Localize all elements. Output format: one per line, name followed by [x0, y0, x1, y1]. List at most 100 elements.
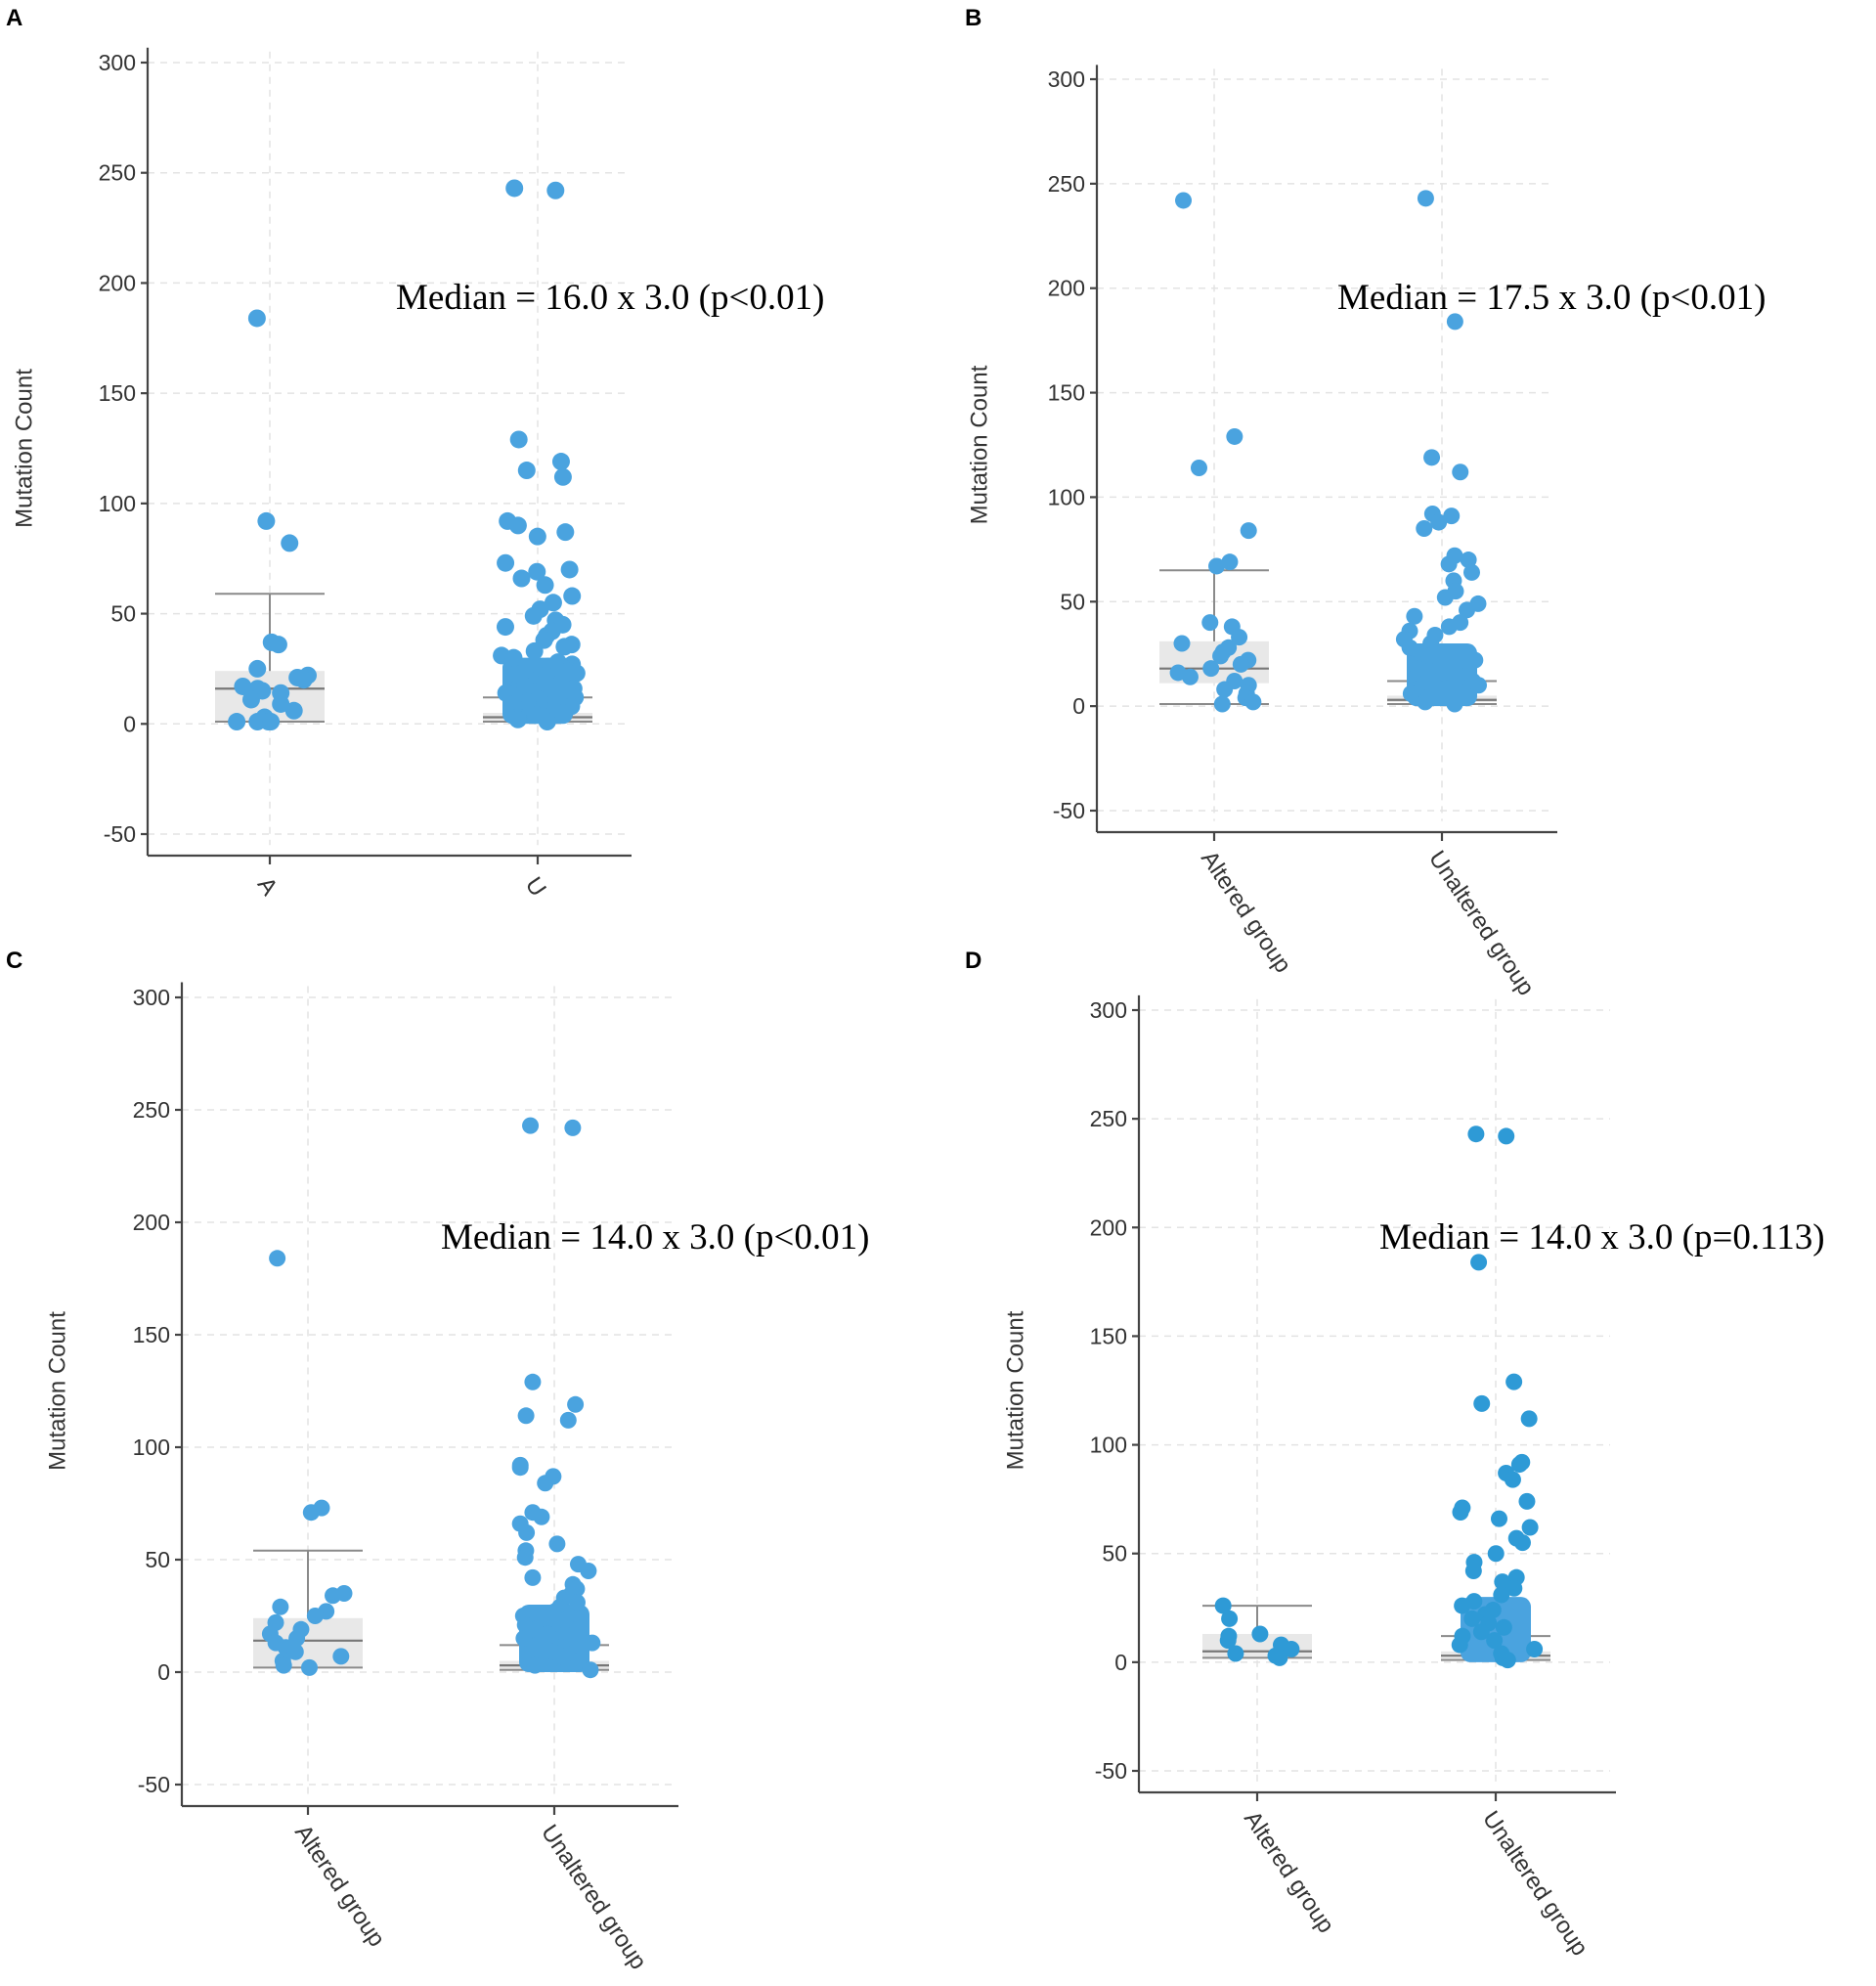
- data-point: [525, 641, 544, 660]
- panel-label: B: [965, 5, 982, 31]
- data-point: [556, 523, 575, 542]
- data-point: [1490, 1510, 1507, 1527]
- data-point: [1499, 1652, 1516, 1669]
- data-point: [552, 1648, 570, 1665]
- data-point: [1473, 1394, 1491, 1412]
- data-point: [1420, 647, 1438, 665]
- y-tick-label: 50: [110, 601, 136, 627]
- x-category-label: Unaltered group: [1477, 1806, 1593, 1961]
- data-point: [1430, 513, 1448, 531]
- data-point: [1232, 655, 1249, 673]
- data-point: [497, 553, 515, 572]
- data-point: [1460, 552, 1477, 569]
- data-point: [1283, 1641, 1300, 1658]
- data-point: [1466, 651, 1484, 669]
- data-point: [1434, 664, 1452, 682]
- data-point: [1423, 449, 1441, 466]
- data-point: [496, 618, 514, 637]
- data-point: [306, 1608, 324, 1624]
- y-tick-label: 150: [133, 1322, 170, 1347]
- data-point: [1526, 1641, 1544, 1658]
- data-point: [518, 1523, 536, 1541]
- y-tick-label: 200: [99, 270, 136, 295]
- y-tick-label: -50: [138, 1772, 170, 1797]
- y-tick-label: -50: [1095, 1758, 1127, 1784]
- data-point: [1440, 555, 1458, 573]
- data-point: [555, 638, 574, 656]
- data-point: [1472, 1623, 1490, 1641]
- data-point: [1440, 618, 1458, 636]
- data-point: [546, 181, 565, 199]
- data-point: [248, 713, 267, 731]
- data-point: [257, 511, 276, 530]
- data-point: [528, 562, 546, 581]
- y-tick-label: 300: [99, 50, 136, 75]
- data-point: [1227, 1645, 1244, 1662]
- data-point: [1520, 1410, 1538, 1428]
- y-axis-title: Mutation Count: [966, 365, 992, 524]
- data-point: [582, 1661, 599, 1679]
- data-point: [269, 636, 287, 654]
- data-point: [1214, 1597, 1232, 1614]
- data-point: [524, 606, 543, 625]
- data-point: [522, 1117, 540, 1134]
- x-category-label: Altered group: [1239, 1806, 1339, 1938]
- data-point: [1462, 563, 1480, 581]
- data-point: [1498, 1127, 1515, 1145]
- data-point: [548, 1535, 566, 1553]
- data-point: [526, 1656, 544, 1674]
- data-point: [1446, 695, 1463, 713]
- data-point: [539, 1625, 556, 1643]
- data-point: [288, 1630, 306, 1647]
- y-tick-label: 0: [157, 1659, 170, 1685]
- data-point: [1251, 1625, 1269, 1643]
- y-tick-label: 200: [133, 1210, 170, 1235]
- y-tick-label: 300: [133, 985, 170, 1010]
- data-point: [1486, 1632, 1504, 1650]
- data-point: [1470, 677, 1488, 694]
- data-point: [1216, 681, 1234, 698]
- data-point: [1464, 1562, 1482, 1579]
- y-axis-title: Mutation Count: [44, 1311, 70, 1471]
- data-point: [1181, 668, 1199, 685]
- median-annotation: Median = 14.0 x 3.0 (p=0.113): [1379, 1217, 1825, 1258]
- data-point: [563, 587, 582, 605]
- y-tick-label: 250: [1090, 1106, 1127, 1131]
- data-point: [517, 1407, 535, 1425]
- data-point: [1213, 695, 1231, 713]
- y-tick-label: 150: [99, 380, 136, 406]
- data-point: [248, 659, 267, 678]
- y-tick-label: -50: [104, 821, 136, 847]
- data-point: [1513, 1534, 1531, 1552]
- data-point: [584, 1634, 601, 1652]
- data-point: [508, 710, 527, 728]
- data-point: [272, 1598, 289, 1615]
- y-tick-label: 250: [1048, 171, 1085, 197]
- y-tick-label: 150: [1090, 1323, 1127, 1348]
- data-point: [538, 713, 556, 731]
- data-point: [1244, 693, 1262, 711]
- data-point: [1221, 553, 1239, 571]
- data-point: [528, 527, 546, 546]
- x-category-label: Altered group: [1196, 846, 1296, 978]
- data-point: [564, 1119, 582, 1136]
- data-point: [504, 648, 523, 667]
- data-point: [555, 704, 574, 723]
- data-point: [517, 462, 536, 480]
- y-axis-title: Mutation Count: [11, 369, 37, 528]
- data-point: [1510, 1456, 1528, 1474]
- data-point: [524, 1373, 542, 1390]
- data-point: [556, 1611, 574, 1629]
- panel-label: C: [6, 948, 22, 974]
- data-point: [1487, 1545, 1505, 1563]
- data-point: [302, 1504, 320, 1522]
- data-point: [294, 671, 313, 689]
- data-point: [1452, 1503, 1469, 1521]
- data-point: [570, 1653, 588, 1669]
- data-point: [325, 1587, 342, 1605]
- y-tick-label: -50: [1053, 798, 1085, 823]
- data-point: [241, 690, 260, 709]
- data-point: [286, 1643, 304, 1660]
- y-tick-label: 50: [1060, 589, 1085, 614]
- data-point: [559, 1411, 577, 1429]
